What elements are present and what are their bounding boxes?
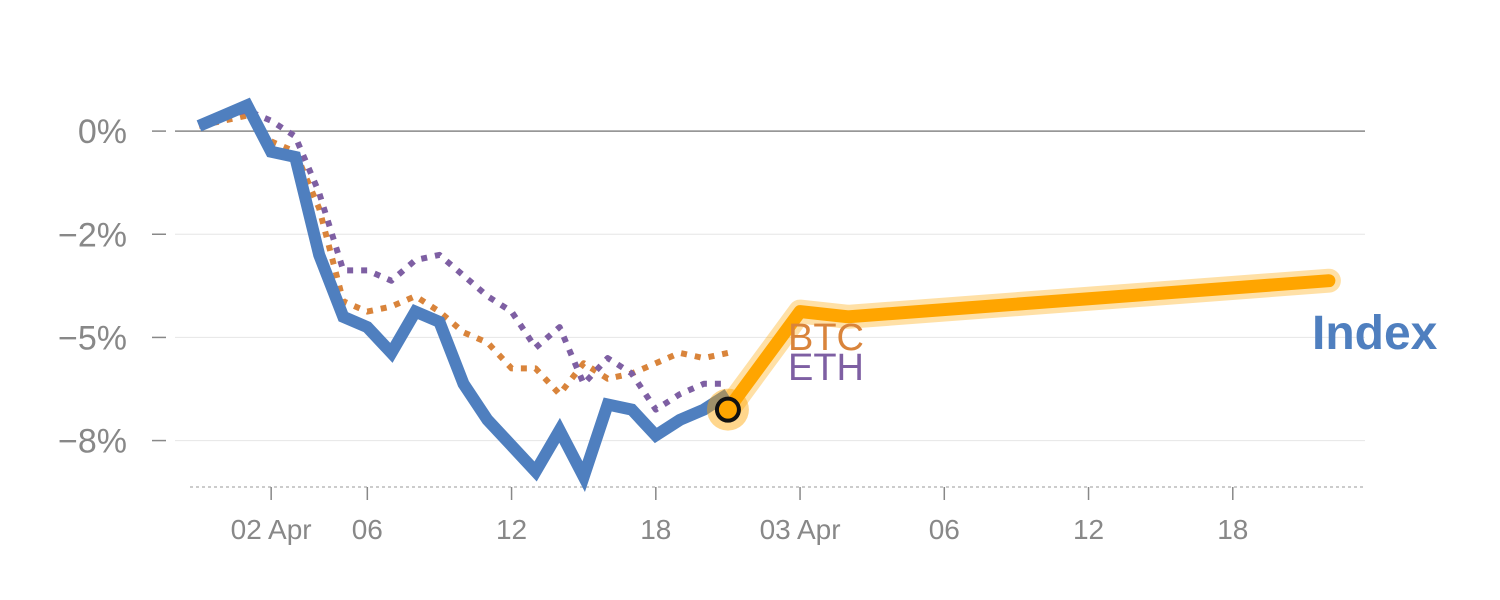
btc-line (198, 112, 729, 398)
x-tick-label: 18 (640, 514, 671, 545)
endpoint-marker (714, 396, 741, 423)
y-tick-label: −8% (58, 423, 127, 461)
x-tick-label: 12 (496, 514, 527, 545)
y-tick-label: −5% (58, 319, 127, 357)
eth-line (197, 107, 728, 413)
y-tick-label: 0% (78, 113, 127, 151)
x-tick-label: 18 (1217, 514, 1248, 545)
x-tick-label: 06 (352, 514, 383, 545)
x-tick-label: 06 (929, 514, 960, 545)
btc-label: BTC (788, 317, 864, 359)
series-layer (196, 97, 1341, 493)
eth-label: ETH (788, 347, 864, 389)
series-labels: BTC ETH Index (788, 307, 1438, 389)
forecast-line (721, 274, 1336, 417)
index-label: Index (1312, 307, 1438, 360)
x-tick-label: 02 Apr (231, 514, 312, 545)
index-line (196, 97, 732, 493)
x-axis: 02 Apr 06 12 18 03 Apr 06 12 18 (190, 486, 1365, 545)
x-tick-label: 12 (1073, 514, 1104, 545)
y-tick-label: −2% (58, 216, 127, 254)
y-axis: 0% −2% −5% −8% (58, 113, 166, 461)
x-tick-label: 03 Apr (760, 514, 841, 545)
